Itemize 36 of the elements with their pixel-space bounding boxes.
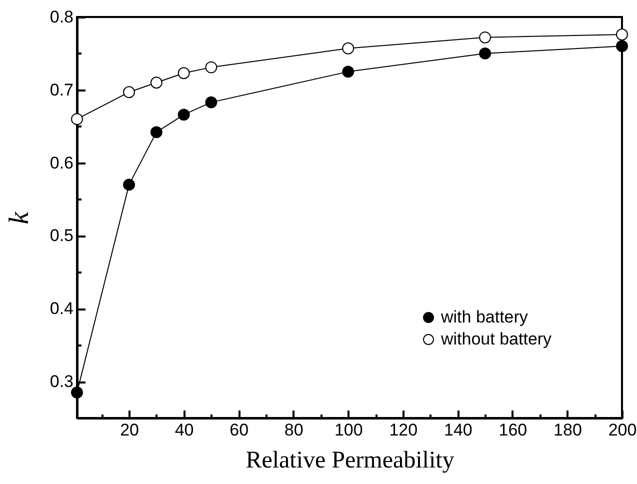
x-tick-label: 120 <box>389 420 418 440</box>
point <box>123 178 136 191</box>
y-tick-label: 0.6 <box>50 153 74 172</box>
x-tick-label: 160 <box>498 420 528 440</box>
point <box>616 28 628 40</box>
point <box>178 108 190 121</box>
point <box>150 126 162 138</box>
x-tick-label: 140 <box>444 420 472 440</box>
point <box>479 47 492 60</box>
y-tick-label: 0.3 <box>50 372 74 392</box>
point <box>71 386 83 398</box>
point <box>205 61 218 74</box>
point <box>479 31 492 44</box>
x-tick-label: 180 <box>554 420 582 440</box>
point <box>71 113 83 126</box>
x-tick-label: 200 <box>608 420 637 440</box>
point <box>342 42 354 54</box>
y-tick-label: 0.5 <box>50 226 74 246</box>
point <box>123 86 136 98</box>
legend-label: without battery <box>440 330 552 348</box>
point <box>205 96 218 108</box>
x-tick-label: 20 <box>120 420 139 440</box>
y-tick-label: 0.7 <box>50 80 74 100</box>
x-axis-title: Relative Permeability <box>246 448 454 474</box>
y-tick-label: 0.8 <box>50 8 74 26</box>
y-axis-title: k <box>4 211 35 224</box>
x-tick-label: 100 <box>334 420 363 440</box>
y-tick-label: 0.4 <box>50 299 74 318</box>
point <box>616 40 628 52</box>
x-tick-label: 80 <box>284 420 304 440</box>
point <box>150 76 162 89</box>
legend-label: with battery <box>440 308 528 326</box>
point <box>178 67 190 80</box>
point <box>342 66 354 78</box>
x-tick-label: 60 <box>230 420 249 440</box>
x-tick-label: 40 <box>174 420 194 440</box>
